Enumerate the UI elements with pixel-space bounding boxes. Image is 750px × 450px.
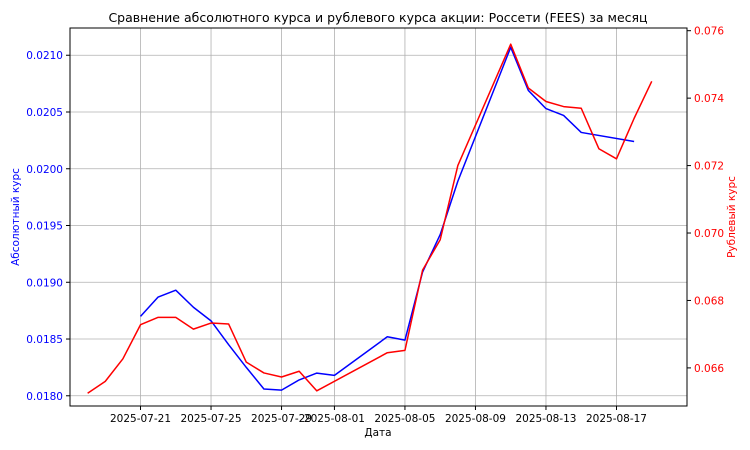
y-left-tick-label: 0.0205 [26, 107, 63, 119]
y-right-tick-label: 0.066 [694, 363, 724, 375]
y-right-tick-label: 0.074 [694, 93, 724, 105]
y-right-tick-label: 0.072 [694, 161, 724, 173]
plot-frame [69, 27, 688, 407]
y-right-tick-label: 0.068 [694, 295, 724, 307]
y-axis-right-label: Рублевый курс [726, 176, 738, 258]
chart-title: Сравнение абсолютного курса и рублевого … [108, 10, 647, 25]
x-axis: 2025-07-21 2025-07-25 2025-07-292025-08-01… [110, 406, 647, 425]
y-axis-left: 0.0180 0.0185 0.0190 0.0195 0.0200 0.0205 0.02… [26, 50, 70, 403]
y-right-tick-label: 0.070 [694, 228, 724, 240]
x-tick-label: 2025-08-05 [374, 413, 435, 425]
y-axis-right: 0.066 0.068 0.070 0.072 0.074 0.076 [687, 26, 724, 375]
x-tick-label: 2025-08-13 [515, 413, 576, 425]
x-tick-label: 2025-07-21 [110, 413, 171, 425]
x-tick-label: 2025-08-17 [586, 413, 647, 425]
x-axis-label: Дата [364, 427, 391, 439]
y-left-tick-label: 0.0190 [26, 277, 63, 289]
grid [70, 28, 687, 406]
y-left-tick-label: 0.0195 [26, 221, 63, 233]
y-left-tick-label: 0.0210 [26, 50, 63, 62]
y-left-tick-label: 0.0200 [26, 164, 63, 176]
y-axis-left-label: Абсолютный курс [10, 168, 22, 266]
series-layer [87, 43, 653, 394]
x-tick-label: 2025-07-25 [181, 413, 242, 425]
y-left-tick-label: 0.0180 [26, 391, 63, 403]
ruble-rate-line [87, 43, 653, 394]
x-tick-label: 2025-07-29 [251, 413, 312, 425]
x-tick-label: 2025-08-01 [304, 413, 365, 425]
absolute-rate-line [139, 46, 635, 391]
y-left-tick-label: 0.0185 [26, 334, 63, 346]
x-tick-label: 2025-08-09 [445, 413, 506, 425]
y-right-tick-label: 0.076 [694, 26, 724, 38]
